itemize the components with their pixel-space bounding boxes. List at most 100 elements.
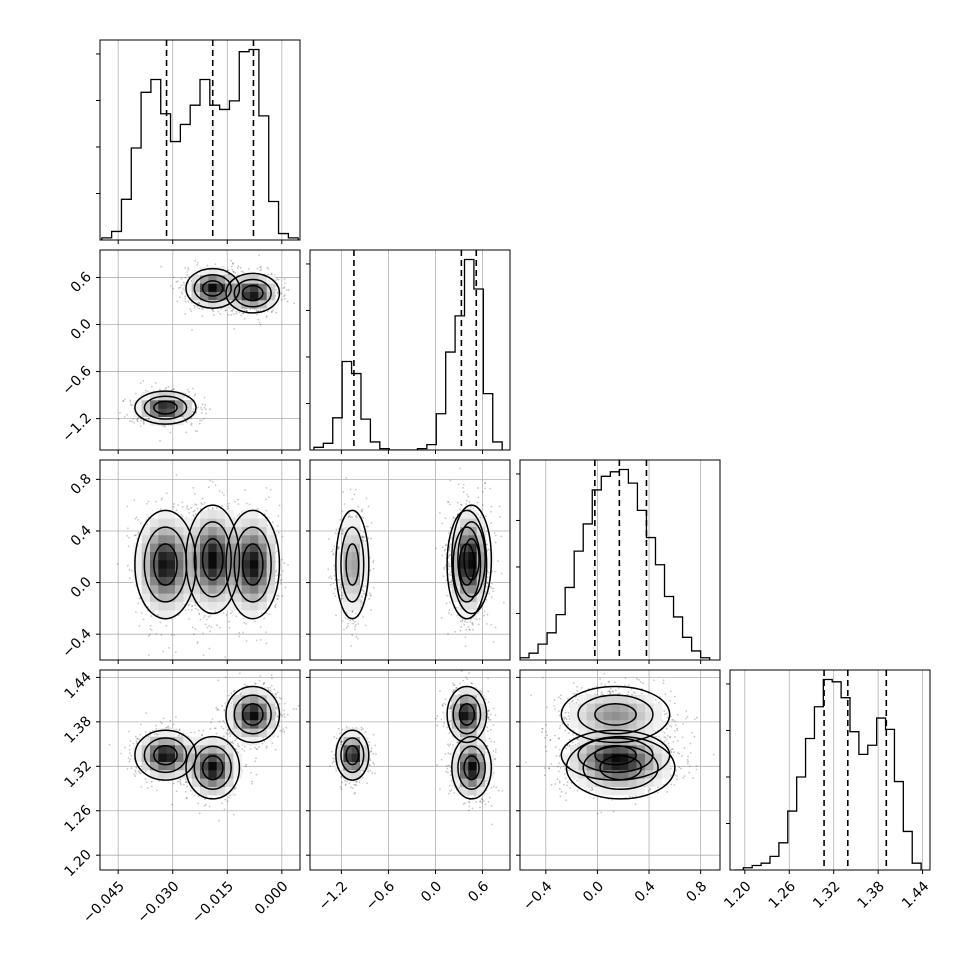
- scatter-point: [155, 633, 158, 635]
- y-tick-label: −0.6: [59, 363, 94, 398]
- y-tick-label: 0.0: [68, 574, 95, 601]
- scatter-point: [478, 617, 481, 620]
- density-cell: [208, 266, 217, 276]
- density-cell: [200, 601, 209, 611]
- scatter-point: [123, 415, 126, 418]
- scatter-point: [202, 308, 204, 311]
- scatter-point: [126, 564, 129, 567]
- scatter-point: [194, 607, 197, 610]
- contour-line: [241, 284, 264, 302]
- density-cell: [133, 400, 142, 409]
- scatter-point: [197, 406, 199, 409]
- density-cell: [250, 601, 259, 611]
- density-cell: [233, 568, 242, 577]
- scatter-point: [327, 568, 330, 571]
- density-cell: [175, 408, 184, 417]
- density-cell: [258, 526, 267, 536]
- density-cell: [233, 526, 242, 536]
- scatter-point: [209, 630, 211, 633]
- scatter-point: [154, 381, 157, 384]
- scatter-point: [209, 615, 212, 617]
- scatter-point: [247, 268, 250, 270]
- scatter-point: [240, 270, 243, 273]
- density-cell: [175, 543, 184, 552]
- scatter-point: [282, 287, 285, 290]
- density-cell: [133, 408, 142, 417]
- scatter-point: [133, 534, 136, 537]
- density-cell: [158, 568, 167, 577]
- scatter-point: [134, 517, 137, 520]
- contour-line: [153, 400, 178, 415]
- density-cell: [200, 518, 209, 527]
- scatter-point: [237, 503, 240, 505]
- scatter-point: [280, 582, 282, 585]
- scatter-point: [140, 612, 143, 614]
- scatter-point: [225, 309, 227, 312]
- scatter-point: [258, 321, 261, 324]
- scatter-point: [276, 597, 279, 600]
- scatter-point: [265, 315, 268, 317]
- density-cell: [208, 275, 217, 284]
- density-cell: [150, 526, 159, 536]
- scatter-point: [232, 270, 235, 273]
- scatter-point: [227, 269, 230, 272]
- scatter-point: [243, 309, 246, 311]
- scatter-point: [155, 500, 158, 503]
- density-cell: [158, 416, 167, 426]
- scatter-point: [185, 507, 188, 510]
- scatter-point: [266, 310, 269, 313]
- scatter-point: [231, 610, 234, 613]
- scatter-point: [124, 398, 126, 401]
- density-cell: [166, 560, 176, 569]
- contour-line: [134, 390, 197, 425]
- density-cell: [200, 560, 209, 569]
- scatter-point: [190, 605, 193, 608]
- density-cell: [183, 585, 192, 594]
- scatter-point: [139, 382, 142, 385]
- density-cell: [250, 291, 259, 301]
- scatter-point: [276, 550, 278, 553]
- scatter-point: [207, 486, 210, 489]
- density-cell: [225, 510, 234, 519]
- density-cell: [141, 551, 151, 561]
- scatter-point: [275, 289, 278, 291]
- scatter-point: [147, 635, 150, 637]
- scatter-point: [187, 300, 190, 303]
- scatter-point: [211, 480, 214, 483]
- density-cell: [266, 593, 276, 602]
- scatter-point: [122, 400, 125, 402]
- scatter-point: [284, 586, 287, 589]
- panel-frame: [99, 459, 301, 661]
- scatter-point: [354, 488, 357, 491]
- scatter-point: [133, 499, 136, 502]
- density-cell: [166, 543, 176, 552]
- scatter-point: [454, 630, 456, 633]
- scatter-point: [172, 287, 175, 290]
- density-cell: [233, 518, 242, 527]
- density-cell: [200, 266, 209, 276]
- density-cell: [241, 601, 251, 611]
- scatter-point: [219, 312, 222, 315]
- scatter-point: [281, 594, 284, 597]
- density-cell: [266, 585, 276, 594]
- scatter-point: [229, 612, 232, 615]
- scatter-point: [138, 624, 141, 627]
- scatter-point: [129, 420, 131, 422]
- scatter-point: [122, 400, 125, 403]
- density-cell: [158, 543, 167, 552]
- scatter-point: [165, 624, 168, 627]
- scatter-point: [487, 548, 490, 551]
- y-tick-label: 0.6: [68, 269, 95, 296]
- scatter-point: [148, 654, 150, 656]
- density-cell: [258, 518, 267, 527]
- scatter-point: [265, 498, 267, 501]
- density-cell: [175, 576, 184, 586]
- scatter-point: [193, 394, 196, 397]
- scatter-point: [187, 508, 190, 511]
- scatter-point: [255, 639, 258, 642]
- scatter-point: [206, 626, 209, 629]
- scatter-point: [450, 586, 453, 588]
- scatter-point: [197, 608, 199, 611]
- scatter-point: [232, 308, 235, 311]
- scatter-point: [129, 401, 132, 403]
